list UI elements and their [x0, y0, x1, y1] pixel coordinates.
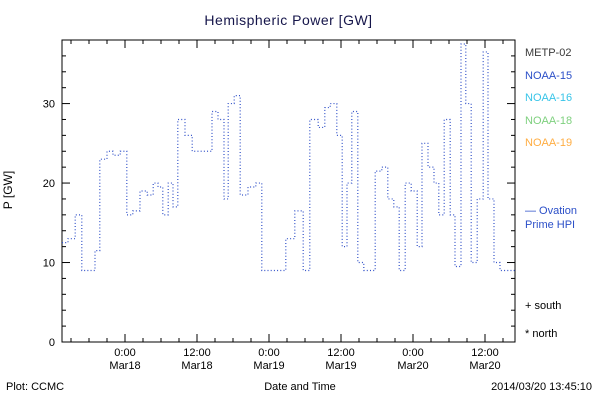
x-tick-date-label: Mar18 — [109, 360, 140, 372]
x-tick-time-label: 0:00 — [402, 347, 423, 359]
x-tick-date-label: Mar20 — [469, 360, 500, 372]
legend-ovation-line1: — Ovation — [525, 205, 577, 217]
legend-satellite-noaa-19: NOAA-19 — [525, 137, 573, 149]
x-tick-time-label: 12:00 — [327, 347, 355, 359]
y-tick-label: 10 — [43, 258, 55, 270]
legend-marker-south: + south — [525, 300, 562, 312]
legend-ovation-line2: Prime HPI — [525, 219, 576, 231]
x-tick-time-label: 0:00 — [114, 347, 135, 359]
legend-satellite-noaa-18: NOAA-18 — [525, 114, 573, 127]
timestamp-label: 2014/03/20 13:45:10 — [491, 381, 592, 393]
chart-title: Hemispheric Power [GW] — [204, 12, 373, 28]
axis-box — [61, 39, 516, 343]
x-tick-date-label: Mar19 — [325, 360, 356, 372]
x-tick-date-label: Mar18 — [181, 360, 212, 372]
y-tick-label: 20 — [43, 178, 55, 190]
x-tick-date-label: Mar20 — [397, 360, 428, 372]
legend-marker-north: * north — [525, 328, 558, 340]
y-tick-label: 30 — [43, 99, 55, 111]
y-tick-label: 0 — [49, 337, 55, 349]
legend-satellite-metp-02: METP-02 — [525, 47, 572, 59]
x-tick-time-label: 12:00 — [471, 347, 499, 359]
x-axis-label: Date and Time — [264, 381, 336, 393]
hpi-step-line — [62, 43, 515, 272]
x-tick-date-label: Mar19 — [253, 360, 284, 372]
legend-satellite-noaa-16: NOAA-16 — [525, 92, 573, 104]
x-tick-time-label: 12:00 — [183, 347, 211, 359]
x-tick-time-label: 0:00 — [258, 347, 279, 359]
legend-satellite-noaa-15: NOAA-15 — [525, 69, 573, 82]
plot-source-label: Plot: CCMC — [6, 381, 65, 393]
